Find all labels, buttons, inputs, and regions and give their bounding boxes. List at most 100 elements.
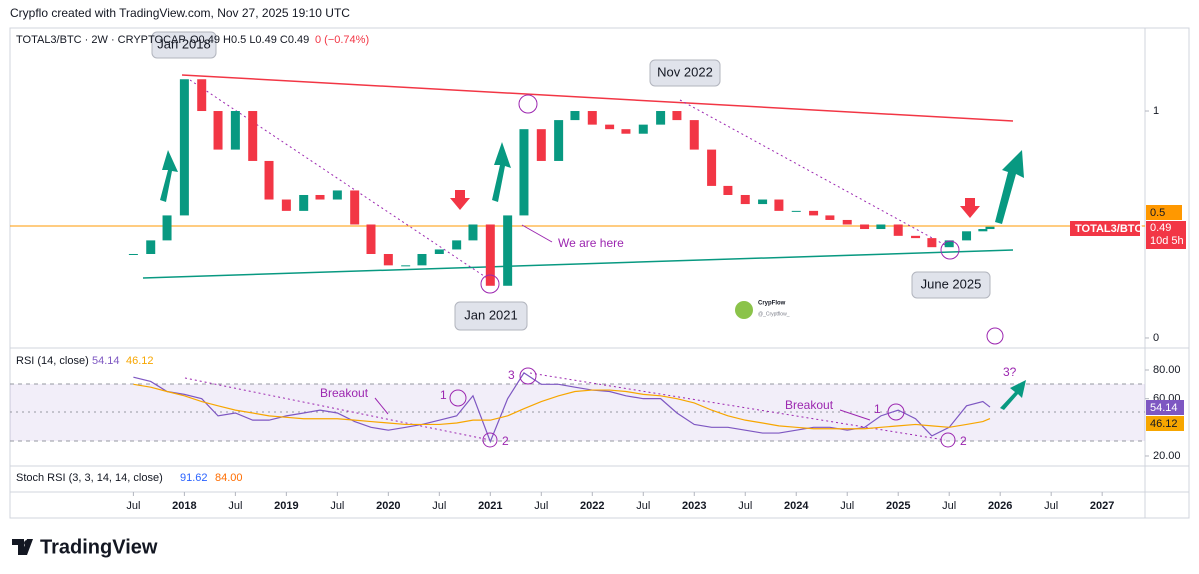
x-tick-label: Jul (840, 500, 854, 512)
x-tick-label: Jul (432, 500, 446, 512)
watermark-handle: @_Cryptflow_ (758, 311, 790, 317)
tv-logo (24, 540, 30, 546)
candle (146, 240, 156, 254)
rsi-legend: RSI (14, close) (16, 355, 89, 367)
candle (401, 265, 411, 267)
callout-text: June 2025 (921, 276, 982, 291)
pointer (521, 224, 553, 243)
candle (128, 253, 138, 255)
rsi-trend-dotted (184, 377, 491, 441)
pointer (839, 409, 871, 421)
rsi-value: 54.14 (92, 355, 120, 367)
candle (842, 219, 852, 225)
price-tag (1146, 205, 1182, 220)
up-arrow (492, 142, 511, 202)
candle (197, 79, 207, 112)
symbol-tag (1070, 221, 1140, 236)
price-tag-text: 0.5 (1150, 207, 1165, 219)
x-tick-label: Jul (738, 500, 752, 512)
candle (587, 111, 597, 125)
support-line (142, 249, 1014, 279)
x-tick-label: 2018 (172, 500, 196, 512)
candle (962, 231, 972, 241)
watermark-name: CrypFlow (758, 301, 786, 307)
callout (649, 59, 721, 87)
callout-text: Nov 2022 (657, 64, 713, 79)
candle (383, 253, 393, 266)
frame (9, 27, 1190, 519)
candle (927, 238, 937, 248)
rsi-tag (1146, 400, 1184, 415)
x-tick-label: Jul (228, 500, 242, 512)
candle (315, 194, 325, 200)
x-tick-label: Jul (126, 500, 140, 512)
candle (944, 240, 954, 248)
candle (774, 199, 784, 211)
rsi-tag-text: 54.14 (1150, 402, 1178, 414)
x-tick-label: Jul (636, 500, 650, 512)
candle (707, 149, 717, 186)
annotation: 2 (960, 434, 967, 448)
callout (454, 301, 528, 331)
lightning-icon (986, 327, 1004, 345)
candle (350, 190, 360, 225)
x-tick-label: 2026 (988, 500, 1012, 512)
ma-tag-text: 46.12 (1150, 418, 1178, 430)
candle (536, 129, 546, 161)
candle (605, 124, 615, 130)
annotation: 3 (508, 368, 515, 382)
y-tick-label: 80.00 (1153, 364, 1181, 376)
candle (417, 253, 427, 266)
y-tick-label: 20.00 (1153, 450, 1181, 462)
candle (985, 226, 995, 230)
x-tick-label: 2023 (682, 500, 706, 512)
x-tick-label: Jul (1044, 500, 1058, 512)
candle (366, 224, 376, 254)
ma-value: 46.12 (126, 355, 154, 367)
circle-marker (887, 403, 905, 421)
stoch-d: 84.00 (215, 472, 243, 484)
candle (264, 160, 274, 200)
rsi-line (133, 383, 991, 430)
candle (740, 194, 750, 205)
symbol-tag-text: TOTAL3/BTC (1075, 223, 1142, 235)
rsi-band (10, 384, 1145, 441)
price-tag (1146, 221, 1186, 249)
change: 0 (−0.74%) (315, 34, 369, 46)
candle (893, 224, 903, 236)
y-tick-label: 0 (1153, 332, 1159, 344)
circle-marker (480, 274, 500, 294)
candle (281, 199, 291, 211)
footer-brand: TradingView (40, 536, 158, 558)
callout-text: Jan 2018 (157, 36, 211, 51)
candle (656, 111, 666, 125)
circle-marker (518, 94, 538, 114)
rsi-trend-dotted (529, 372, 946, 441)
candle (213, 111, 223, 150)
candle (332, 190, 342, 200)
x-tick-label: Jul (330, 500, 344, 512)
watermark-logo (735, 301, 753, 319)
candle (978, 229, 988, 232)
header: Crypflo created with TradingView.com, No… (10, 6, 350, 20)
candle (791, 210, 801, 212)
circle-marker (449, 389, 467, 407)
x-tick-label: 2021 (478, 500, 502, 512)
circle-marker (940, 240, 960, 260)
resistance-line (181, 74, 1014, 122)
candle (860, 224, 870, 230)
up-arrow (1000, 380, 1026, 410)
y-tick-label: 1 (1153, 105, 1159, 117)
candle (299, 194, 309, 211)
x-tick-label: 2020 (376, 500, 400, 512)
symbol: TOTAL3/BTC · 2W · CRYPTOCAP (16, 34, 186, 46)
up-arrow (995, 150, 1024, 224)
stoch-k: 91.62 (180, 472, 208, 484)
annotation: 1 (440, 388, 447, 402)
circle-marker (482, 432, 498, 448)
x-tick-label: 2022 (580, 500, 604, 512)
candle (485, 224, 495, 286)
candle (876, 224, 886, 230)
